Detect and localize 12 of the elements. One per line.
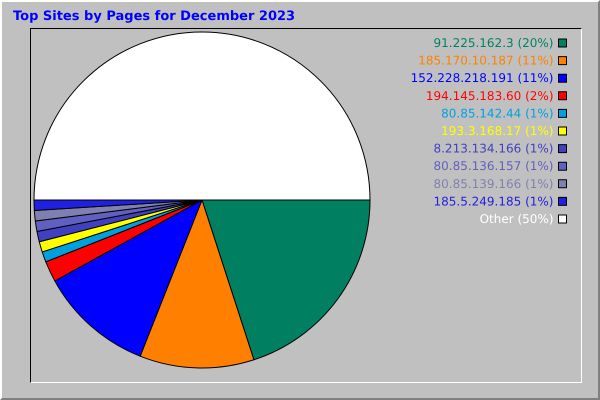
legend-label: 152.228.218.191 (11%) (410, 71, 554, 86)
legend-label: 194.145.183.60 (2%) (426, 88, 554, 103)
legend-label: 80.85.139.166 (1%) (433, 176, 554, 191)
legend-label: 185.5.249.185 (1%) (433, 194, 554, 208)
chart-title: Top Sites by Pages for December 2023 (13, 9, 296, 24)
legend-label: 193.3.168.17 (1%) (441, 124, 554, 138)
legend-label: Other (50%) (480, 212, 554, 226)
legend-label: 8.213.134.166 (1%) (433, 142, 554, 156)
legend-label: 80.85.136.157 (1%) (433, 159, 554, 174)
legend-label: 185.170.10.187 (11%) (418, 54, 554, 68)
legend-label: 91.225.162.3 (20%) (433, 36, 554, 50)
legend-label: 80.85.142.44 (1%) (441, 106, 554, 120)
